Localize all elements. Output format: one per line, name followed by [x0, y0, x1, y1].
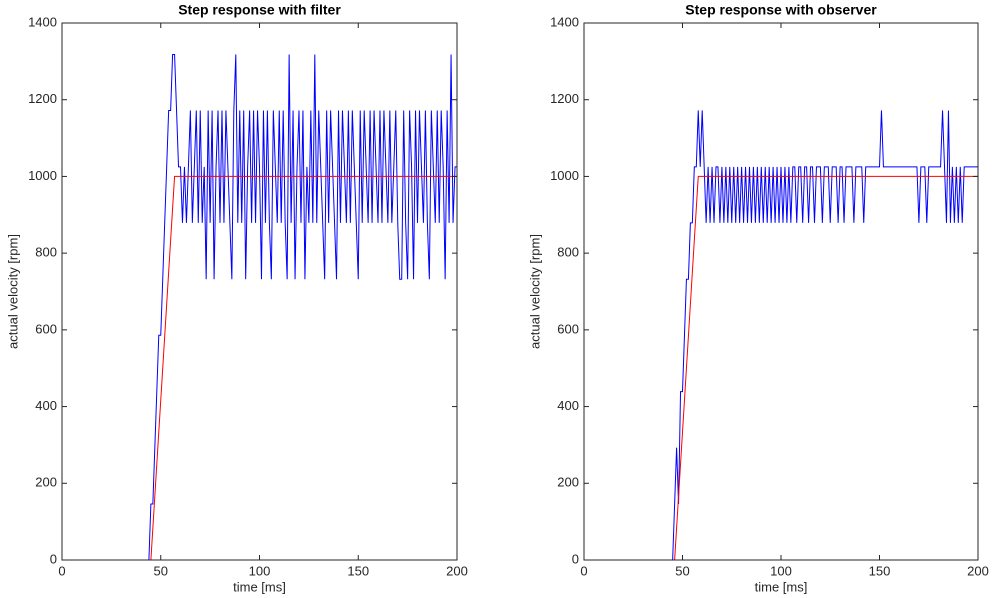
y-tick-label: 400	[557, 398, 579, 413]
plot-area	[584, 23, 978, 560]
y-axis-label: actual velocity [rpm]	[5, 234, 20, 349]
y-tick-label: 1400	[28, 14, 57, 29]
y-tick-label: 200	[557, 475, 579, 490]
y-tick-label: 800	[35, 245, 57, 260]
x-tick-label: 150	[347, 563, 369, 578]
y-tick-label: 0	[50, 551, 57, 566]
y-tick-label: 1200	[550, 91, 579, 106]
x-tick-label: 0	[58, 563, 65, 578]
chart-title: Step response with observer	[685, 2, 877, 18]
x-tick-label: 0	[580, 563, 587, 578]
y-tick-label: 1000	[28, 168, 57, 183]
y-tick-label: 1400	[550, 14, 579, 29]
x-axis-label: time [ms]	[755, 579, 808, 594]
y-tick-label: 800	[557, 245, 579, 260]
x-tick-label: 100	[770, 563, 792, 578]
x-tick-label: 150	[869, 563, 891, 578]
x-tick-label: 200	[967, 563, 989, 578]
x-axis-label: time [ms]	[233, 579, 286, 594]
y-tick-label: 0	[572, 551, 579, 566]
y-tick-label: 200	[35, 475, 57, 490]
y-tick-label: 400	[35, 398, 57, 413]
y-tick-label: 600	[557, 321, 579, 336]
x-tick-label: 50	[154, 563, 168, 578]
plot-area	[62, 23, 457, 560]
y-axis-label: actual velocity [rpm]	[527, 234, 542, 349]
y-tick-label: 1200	[28, 91, 57, 106]
y-tick-label: 1000	[550, 168, 579, 183]
subplot: 0 50 100 150 200 0 200 400 600 800 1000 1200 1400 Ste…	[527, 2, 988, 595]
subplot: 0 50 100 150 200 0 200 400 600 800 1000 1200 1400 Ste…	[5, 2, 467, 595]
y-tick-label: 600	[35, 321, 57, 336]
x-tick-label: 200	[446, 563, 468, 578]
x-tick-label: 50	[675, 563, 689, 578]
chart-title: Step response with filter	[178, 2, 341, 18]
x-tick-label: 100	[249, 563, 271, 578]
